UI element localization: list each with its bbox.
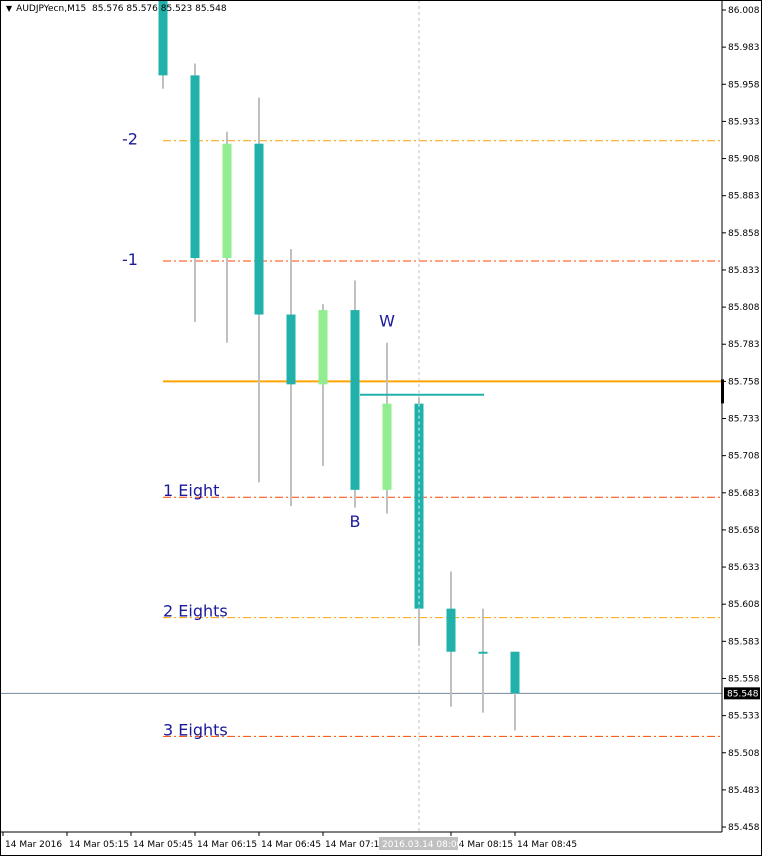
- price-tick-label: 85.583: [728, 637, 760, 647]
- price-tick-label: 85.983: [728, 43, 760, 53]
- price-tick-label: 85.508: [728, 749, 760, 759]
- time-tick-label: 14 Mar 05:15: [69, 840, 129, 850]
- price-tick-label: 85.458: [728, 823, 760, 833]
- price-axis-marker: [721, 379, 724, 404]
- time-tick-label: 14 Mar 06:45: [261, 840, 321, 850]
- level-label: 1 Eight: [163, 481, 219, 500]
- level-label: -2: [122, 130, 138, 149]
- time-tick-label: 14 Mar 08:45: [517, 840, 577, 850]
- candle-body: [350, 310, 360, 490]
- candle-body: [478, 651, 488, 654]
- price-tick-label: 85.483: [728, 786, 760, 796]
- time-tick-label: 14 Mar 05:45: [133, 840, 193, 850]
- crosshair-time-label: 2016.03.14 08:00: [382, 840, 463, 850]
- time-tick-label: 14 Mar 08:15: [453, 840, 513, 850]
- price-tick-label: 85.758: [728, 377, 760, 387]
- current-price-badge: [724, 687, 760, 700]
- candle-body: [382, 403, 392, 490]
- price-tick-label: 85.533: [728, 712, 760, 722]
- plot-area[interactable]: -2 -1 1 Eight 2 Eights 3 Eights W B: [0, 0, 722, 832]
- candle-body: [254, 143, 264, 315]
- price-tick-label: 85.808: [728, 303, 760, 313]
- ohlc-readout: 85.576 85.576 85.523 85.548: [92, 4, 227, 14]
- candle-body: [222, 143, 232, 259]
- price-tick-label: 85.933: [728, 117, 760, 127]
- triangle-down-icon[interactable]: ▼: [6, 4, 13, 13]
- level-label: 3 Eights: [163, 720, 228, 739]
- annotation-label-b: B: [350, 512, 361, 531]
- current-price-label: 85.548: [727, 689, 759, 699]
- price-tick-label: 85.833: [728, 266, 760, 276]
- candle-body: [446, 608, 456, 652]
- annotation-label-w: W: [379, 311, 395, 330]
- price-tick-label: 85.633: [728, 563, 760, 573]
- price-tick-label: 85.883: [728, 192, 760, 202]
- price-tick-label: 85.683: [728, 489, 760, 499]
- time-tick-label: 14 Mar 06:15: [197, 840, 257, 850]
- price-tick-label: 85.733: [728, 415, 760, 425]
- symbol-label: AUDJPYecn,M15: [16, 4, 87, 14]
- time-tick-label: 14 Mar 07:15: [325, 840, 385, 850]
- price-tick-label: 85.958: [728, 80, 760, 90]
- price-tick-label: 85.708: [728, 452, 760, 462]
- crosshair-time-badge: [379, 837, 458, 850]
- level-label: -1: [122, 250, 138, 269]
- price-tick-label: 85.783: [728, 340, 760, 350]
- candle-body: [158, 1, 168, 76]
- level-label: 2 Eights: [163, 602, 228, 621]
- price-tick-label: 85.658: [728, 526, 760, 536]
- price-tick-label: 85.858: [728, 229, 760, 239]
- candle-body: [510, 651, 520, 694]
- price-tick-label: 86.008: [728, 6, 760, 16]
- candle-body: [190, 75, 200, 259]
- price-tick-label: 85.558: [728, 674, 760, 684]
- candle-body: [286, 314, 296, 385]
- price-tick-label: 85.908: [728, 155, 760, 165]
- chart-title: ▼ AUDJPYecn,M15 85.576 85.576 85.523 85.5…: [6, 4, 227, 14]
- price-tick-label: 85.608: [728, 600, 760, 610]
- time-tick-label: 14 Mar 2016: [5, 840, 62, 850]
- candle-body: [318, 310, 328, 385]
